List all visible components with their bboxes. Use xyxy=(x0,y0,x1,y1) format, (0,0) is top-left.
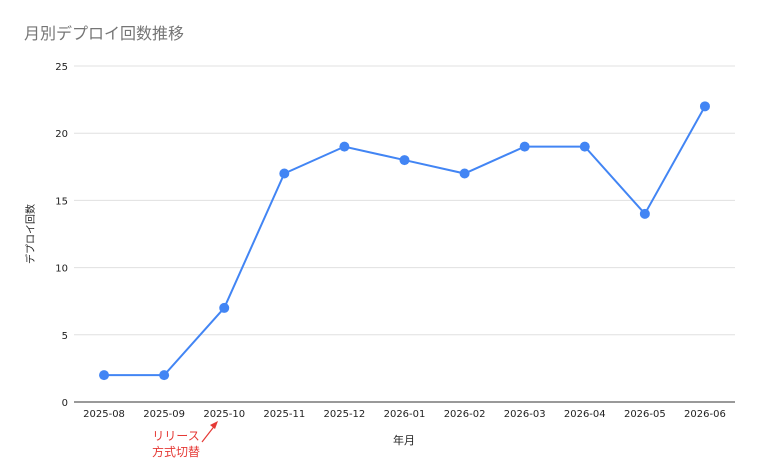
y-tick-label: 10 xyxy=(55,264,68,275)
data-point xyxy=(339,141,350,152)
data-point xyxy=(639,208,650,219)
x-axis-label: 年月 xyxy=(393,433,415,447)
annotation: リリース 方式切替 xyxy=(152,421,218,459)
annotation-text-line-1: リリース xyxy=(152,429,199,443)
data-points xyxy=(99,101,710,381)
x-tick-label: 2025-11 xyxy=(263,409,305,420)
x-tick-label: 2026-02 xyxy=(444,409,486,420)
annotation-text-line-2: 方式切替 xyxy=(152,444,200,459)
chart-title: 月別デプロイ回数推移 xyxy=(24,24,184,43)
x-tick-labels: 2025-08 2025-09 2025-10 2025-11 2025-12 2026-… xyxy=(83,409,726,420)
x-tick-label: 2025-10 xyxy=(203,409,245,420)
y-tick-label: 25 xyxy=(55,62,68,73)
x-tick-label: 2025-08 xyxy=(83,409,125,420)
data-point xyxy=(519,141,530,152)
x-tick-label: 2026-04 xyxy=(564,409,606,420)
x-tick-label: 2026-01 xyxy=(384,409,426,420)
y-tick-label: 15 xyxy=(55,196,68,207)
data-point xyxy=(399,155,410,166)
y-tick-label: 0 xyxy=(62,398,68,409)
data-point xyxy=(99,370,110,381)
data-point xyxy=(579,141,590,152)
data-point xyxy=(459,168,470,179)
data-point xyxy=(159,370,170,381)
x-tick-label: 2025-09 xyxy=(143,409,185,420)
annotation-arrow-head xyxy=(210,421,218,429)
x-tick-label: 2026-06 xyxy=(684,409,726,420)
y-tick-labels: 0 5 10 15 20 25 xyxy=(55,62,68,409)
grid-lines xyxy=(74,65,735,336)
x-tick-label: 2026-03 xyxy=(504,409,546,420)
data-point xyxy=(219,302,230,313)
y-tick-label: 5 xyxy=(62,331,68,342)
x-tick-label: 2025-12 xyxy=(324,409,366,420)
data-point xyxy=(699,101,710,112)
y-tick-label: 20 xyxy=(55,129,68,140)
data-point xyxy=(279,168,290,179)
y-axis-label: デプロイ回数 xyxy=(24,204,37,264)
x-tick-label: 2026-05 xyxy=(624,409,666,420)
